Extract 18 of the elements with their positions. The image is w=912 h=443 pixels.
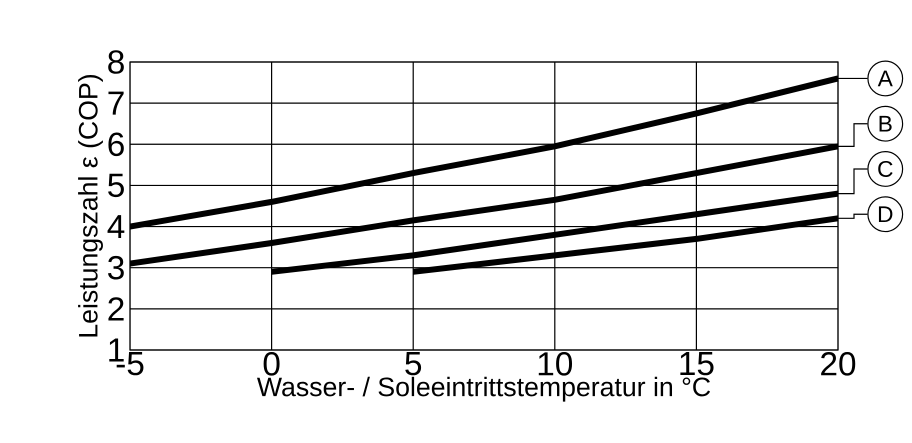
y-tick-label: 6 bbox=[108, 132, 124, 156]
y-tick-label: 5 bbox=[108, 174, 124, 198]
y-tick-label: 7 bbox=[108, 92, 124, 115]
legend-label: D bbox=[878, 206, 892, 222]
x-axis-title: Wasser- / Soleeintrittstemperatur in °C bbox=[257, 376, 710, 402]
legend-label: C bbox=[878, 161, 893, 178]
legend-label: A bbox=[878, 70, 893, 86]
y-tick-label: 2 bbox=[108, 297, 124, 321]
y-tick-label: 8 bbox=[108, 50, 124, 74]
y-axis-title: Leistungszahl ε (COP) bbox=[78, 75, 103, 337]
x-tick-label: 15 bbox=[680, 352, 714, 376]
x-tick-label: 5 bbox=[405, 352, 422, 376]
x-tick-label: 20 bbox=[821, 352, 856, 376]
legend-label: B bbox=[880, 116, 892, 132]
x-tick-label: 0 bbox=[264, 352, 280, 376]
y-tick-label: 4 bbox=[108, 215, 124, 238]
y-tick-label: 3 bbox=[108, 256, 124, 280]
x-tick-label: 10 bbox=[538, 352, 572, 376]
